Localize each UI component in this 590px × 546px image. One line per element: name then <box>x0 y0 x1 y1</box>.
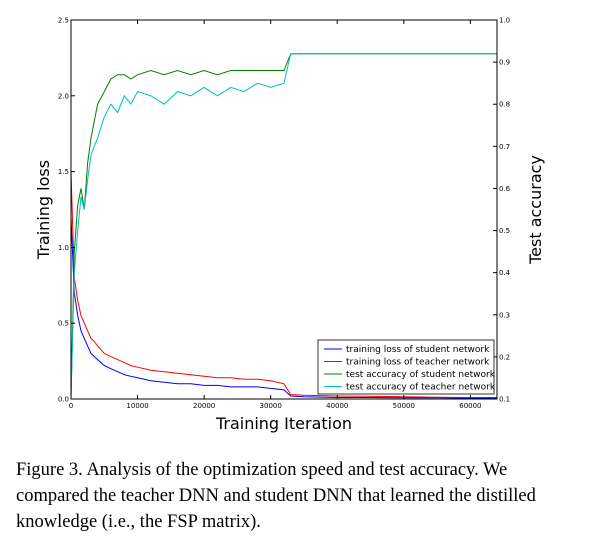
x-tick-label: 10000 <box>126 402 148 410</box>
y-axis-label-right: Test accuracy <box>526 155 545 265</box>
y-right-tick-label: 0.4 <box>499 269 511 277</box>
x-tick-label: 30000 <box>260 402 282 410</box>
chart: 0 10000 20000 30000 40000 50000 60000 0.0 0.5 1.0… <box>34 17 545 434</box>
y-left-tick-label: 0.5 <box>58 320 69 328</box>
y-right-tick-label: 0.3 <box>499 311 510 319</box>
y-right-tick-label: 0.7 <box>499 143 510 151</box>
y-left-tick-label: 0.0 <box>58 396 69 404</box>
y-right-tick-label: 1.0 <box>499 17 510 25</box>
x-tick-label: 20000 <box>193 402 215 410</box>
y-right-tick-label: 0.9 <box>499 59 510 67</box>
y-right-tick-label: 0.2 <box>499 353 510 361</box>
plot-frame <box>70 19 498 400</box>
series-line-1 <box>70 217 497 399</box>
y-left-tick-label: 1.5 <box>58 168 69 176</box>
x-axis-label: Training Iteration <box>215 414 352 433</box>
series-line-2 <box>70 171 497 398</box>
plot-lines <box>70 53 497 400</box>
x-tick-label: 0 <box>69 402 73 410</box>
y-left-tick-label: 1.0 <box>58 244 69 252</box>
legend-label: training loss of teacher network <box>346 358 490 368</box>
y-left-tick-label: 2.5 <box>58 17 69 25</box>
y-right-tick-label: 0.5 <box>499 227 510 235</box>
y-axis-label-left: Training loss <box>34 160 53 260</box>
x-tick-label: 40000 <box>326 402 348 410</box>
legend-label: training loss of student network <box>346 345 490 355</box>
x-tick-label: 60000 <box>459 402 481 410</box>
y-right-tick-label: 0.6 <box>499 185 511 193</box>
legend-label: test accuracy of teacher network <box>346 383 496 393</box>
legend: training loss of student network training… <box>317 339 496 395</box>
x-tick-label: 50000 <box>393 402 415 410</box>
y-left-tick-label: 2.0 <box>58 92 69 100</box>
legend-box <box>317 339 495 395</box>
series-line-4 <box>70 53 497 400</box>
y-right-tick-label: 0.8 <box>499 101 510 109</box>
figure-caption: Figure 3. Analysis of the optimization s… <box>16 460 536 532</box>
legend-label: test accuracy of student network <box>346 370 496 380</box>
y-right-tick-label: 0.1 <box>499 396 510 404</box>
axis-ticks: 0 10000 20000 30000 40000 50000 60000 0.0 0.5 1.0… <box>58 17 511 411</box>
